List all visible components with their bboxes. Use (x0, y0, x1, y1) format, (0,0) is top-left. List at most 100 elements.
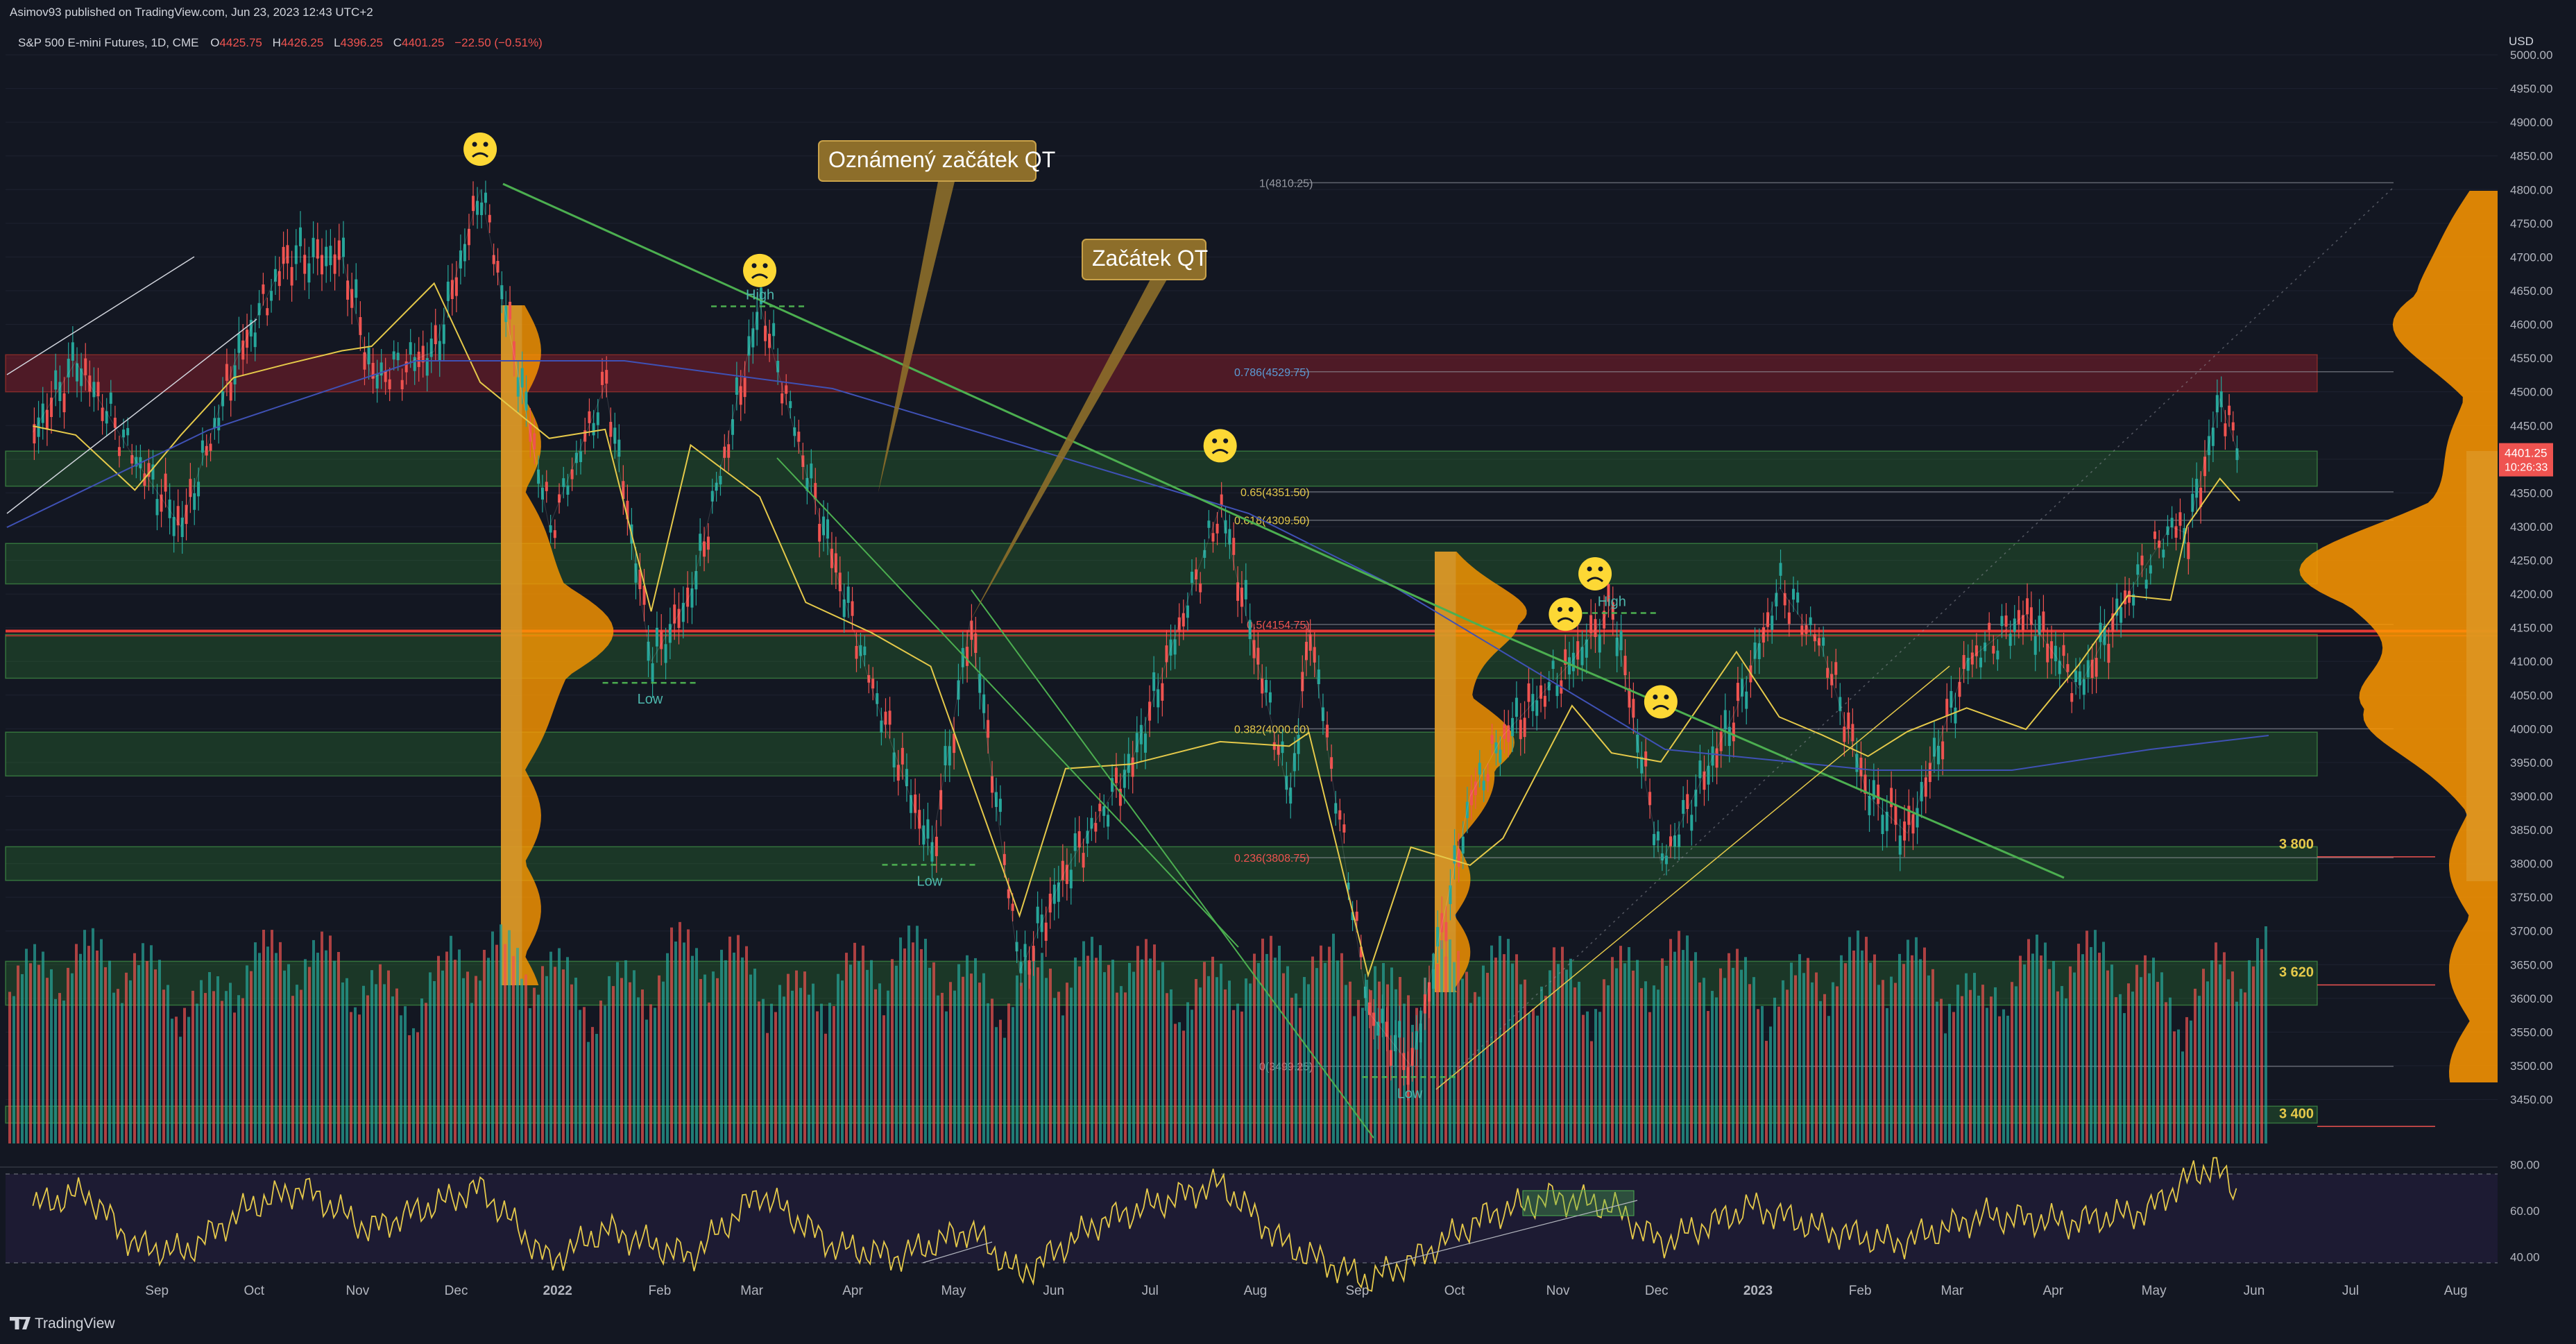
tradingview-brand[interactable]: TradingView (10, 1316, 115, 1332)
candle-body (905, 769, 908, 787)
candle-body (1580, 647, 1584, 665)
volume-bar (2219, 964, 2221, 1143)
volume-bar (2227, 979, 2230, 1143)
price-tick-label: 3700.00 (2510, 925, 2552, 938)
candle-body (1478, 763, 1481, 775)
volume-bar (570, 984, 573, 1143)
candle-body (918, 810, 921, 829)
candle-body (1061, 860, 1064, 881)
volume-bar (1199, 987, 1202, 1143)
volume-bar (2011, 982, 2013, 1143)
candle-body (1732, 722, 1735, 742)
candle-body (1023, 944, 1027, 958)
candle-body (1648, 792, 1652, 806)
volume-bar (1532, 1008, 1535, 1143)
candle-body (2166, 526, 2169, 536)
volume-bar (1852, 950, 1855, 1143)
volume-bar (907, 925, 910, 1143)
candle-body (719, 475, 722, 485)
candle-body (592, 423, 595, 436)
volume-bar (87, 946, 90, 1143)
volume-bar (387, 970, 390, 1143)
time-tick-label: Dec (445, 1284, 468, 1298)
volume-bar (158, 960, 161, 1143)
volume-bar (117, 989, 119, 1143)
candle-body (253, 332, 257, 348)
volume-bar (1752, 977, 1755, 1143)
volume-bar (1024, 955, 1027, 1143)
candle-body (605, 370, 608, 384)
volume-bar (1511, 963, 1514, 1143)
candle-body (2231, 422, 2235, 431)
volume-bar (604, 1005, 606, 1143)
candle-body (961, 647, 964, 667)
candle-body (1157, 689, 1160, 708)
volume-bar (2040, 955, 2042, 1143)
candle-body (651, 663, 654, 682)
price-tick-label: 4100.00 (2510, 655, 2552, 668)
candle-body (723, 446, 726, 458)
candle-body (1745, 691, 1748, 709)
volume-bar (125, 972, 128, 1143)
volume-bar (1145, 939, 1148, 1143)
volume-bar (325, 950, 327, 1143)
volume-bar (1003, 1037, 1006, 1143)
volume-bar (1573, 987, 1576, 1143)
price-tick-label: 4200.00 (2510, 588, 2552, 601)
candle-body (1809, 617, 1812, 625)
volume-bar (1120, 986, 1123, 1143)
sad-face-eye (483, 142, 488, 147)
candle-body (2162, 550, 2165, 558)
candle-body (1186, 605, 1189, 618)
volume-bar (1232, 1010, 1235, 1143)
volume-bar (1503, 954, 1505, 1143)
volume-bar (1819, 1001, 1822, 1143)
volume-bar (1382, 962, 1385, 1143)
candle-body (367, 348, 370, 365)
time-tick-label: Sep (145, 1284, 169, 1298)
candle-body (1432, 969, 1435, 989)
candle-body (764, 325, 767, 341)
candle-body (694, 570, 698, 590)
price-tick-label: 4900.00 (2510, 116, 2552, 129)
volume-bar (175, 1016, 178, 1143)
candle-body (1427, 982, 1431, 1002)
candle-body (601, 371, 604, 385)
volume-bar (2015, 986, 2018, 1143)
candle-body (892, 752, 896, 768)
candle-body (1962, 655, 1965, 670)
volume-bar (720, 949, 723, 1143)
volume-bar (262, 930, 265, 1143)
mark-label: 3 400 (2279, 1106, 2314, 1121)
volume-bar (1403, 1003, 1406, 1143)
candle-body (533, 433, 536, 450)
sad-face-mouth (1587, 577, 1604, 583)
candle-body (1970, 652, 1974, 665)
volume-bar (699, 978, 702, 1143)
candle-body (1127, 754, 1130, 773)
volume-bar (1124, 992, 1127, 1143)
volume-bar (271, 930, 273, 1143)
volume-bar (29, 963, 32, 1143)
volume-bar (566, 957, 569, 1143)
volume-bar (1832, 982, 1834, 1143)
candle-body (1711, 746, 1714, 766)
candle-body (1813, 634, 1816, 642)
volume-bar (828, 1003, 831, 1143)
volume-bar (662, 981, 665, 1143)
candle-body (1410, 1048, 1414, 1066)
candle-body (797, 432, 801, 442)
candle-body (1398, 1021, 1401, 1038)
volume-bar (25, 949, 28, 1143)
candle-body (504, 306, 508, 323)
candle-body (1494, 742, 1498, 754)
candle-body (686, 587, 690, 607)
candle-body (785, 385, 788, 394)
candle-body (1308, 634, 1312, 651)
candle-body (966, 647, 969, 666)
candle-body (1673, 835, 1677, 847)
candle-body (2235, 448, 2239, 461)
candle-body (359, 317, 362, 335)
volume-bar (1956, 985, 1959, 1143)
candle-body (1148, 701, 1152, 721)
